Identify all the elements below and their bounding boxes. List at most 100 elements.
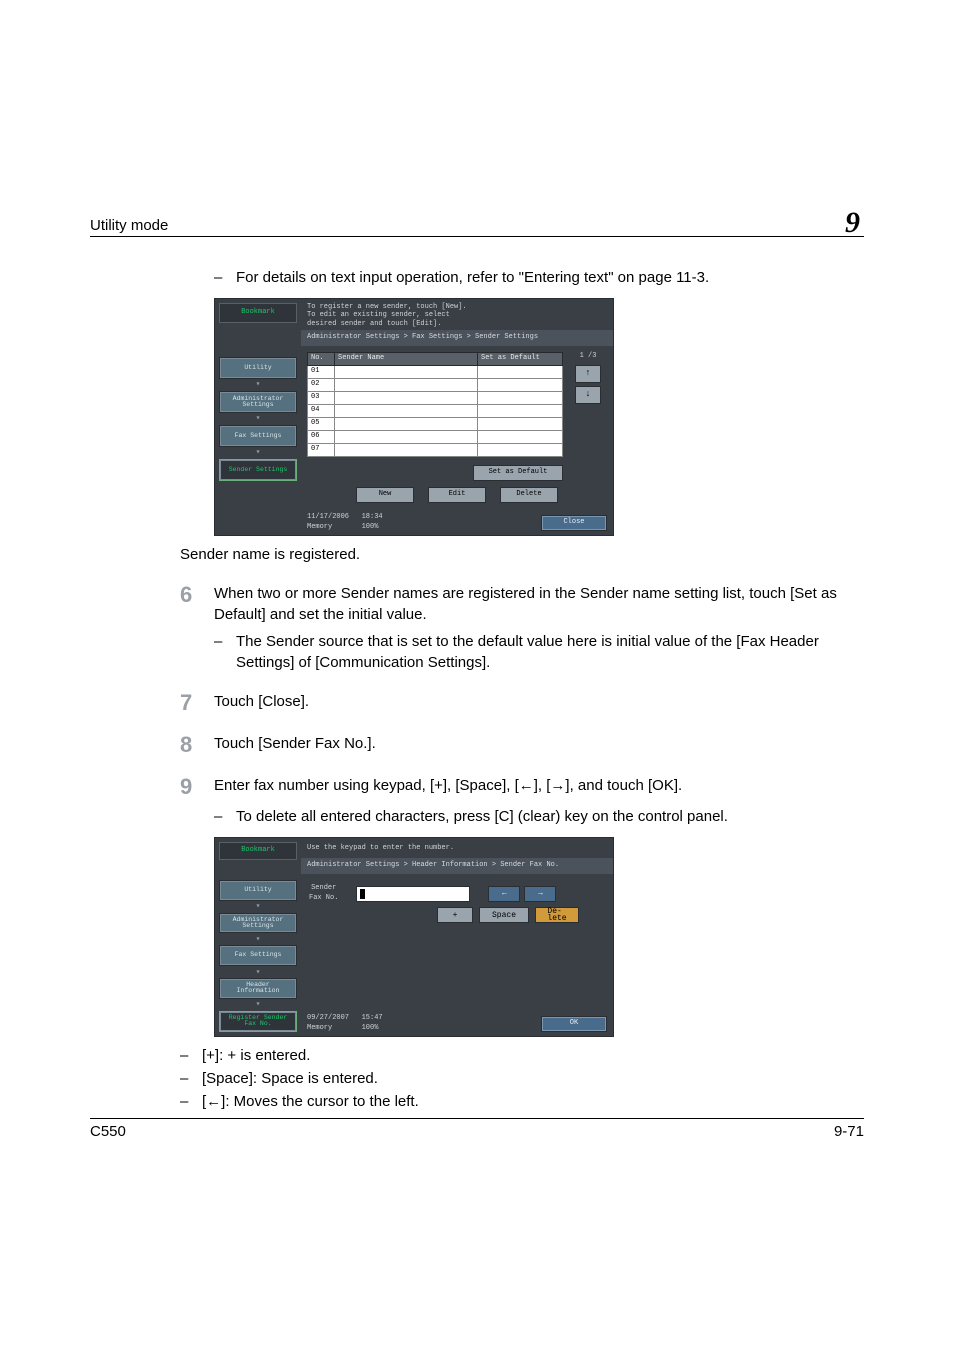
status-bar: 09/27/2007 15:47 Memory 100% OK	[301, 1011, 613, 1036]
nav-utility[interactable]: Utility	[219, 880, 297, 901]
step-text: Touch [Close].	[214, 691, 864, 715]
step-6-sub: – The Sender source that is set to the d…	[180, 631, 864, 673]
close-button[interactable]: Close	[541, 515, 607, 531]
bullet-dash: –	[214, 267, 236, 288]
breadcrumb: Administrator Settings > Fax Settings > …	[301, 330, 613, 346]
chevron-down-icon: ▾	[219, 968, 297, 976]
space-button[interactable]: Space	[479, 907, 529, 923]
intro-text: For details on text input operation, ref…	[236, 267, 864, 288]
cursor-right-button[interactable]: →	[524, 886, 556, 902]
col-name: Sender Name	[335, 352, 478, 365]
step-text: Enter fax number using keypad, [+], [Spa…	[214, 775, 864, 799]
bullet-dash: –	[180, 1068, 202, 1089]
page-down-button[interactable]: ↓	[575, 386, 601, 404]
cursor-left-button[interactable]: ←	[488, 886, 520, 902]
col-no: No.	[308, 352, 335, 365]
nav-sender-settings[interactable]: Sender Settings	[219, 459, 297, 481]
sender-settings-screenshot: Bookmark Utility ▾ Administrator Setting…	[214, 298, 614, 536]
bullet-dash: –	[214, 631, 236, 673]
step-6: 6 When two or more Sender names are regi…	[180, 583, 864, 625]
nav-utility[interactable]: Utility	[219, 357, 297, 379]
step-9: 9 Enter fax number using keypad, [+], [S…	[180, 775, 864, 799]
step-7: 7 Touch [Close].	[180, 691, 864, 715]
table-row[interactable]: 07	[308, 443, 563, 456]
step-8: 8 Touch [Sender Fax No.].	[180, 733, 864, 757]
ok-button[interactable]: OK	[541, 1016, 607, 1032]
table-row[interactable]: 06	[308, 430, 563, 443]
table-row[interactable]: 02	[308, 378, 563, 391]
step-text: Touch [Sender Fax No.].	[214, 733, 864, 757]
status-bar: 11/17/2006 18:34 Memory 100% Close	[301, 510, 613, 535]
breadcrumb: Administrator Settings > Header Informat…	[301, 858, 613, 874]
delete-button[interactable]: De- lete	[535, 907, 579, 923]
bullet-left: – [←]: Moves the cursor to the left.	[180, 1091, 864, 1112]
step-number: 6	[180, 583, 214, 625]
fax-label: Sender Fax No.	[309, 884, 338, 904]
bullet-text: The Sender source that is set to the def…	[236, 631, 864, 673]
spacer	[219, 866, 297, 873]
col-default: Set as Default	[478, 352, 563, 365]
registered-text: Sender name is registered.	[180, 544, 864, 565]
chevron-down-icon: ▾	[219, 903, 297, 911]
status-text: 11/17/2006 18:34 Memory 100%	[307, 513, 383, 533]
delete-button[interactable]: Delete	[500, 487, 558, 503]
bullet-dash: –	[180, 1045, 202, 1066]
left-nav: Bookmark Utility ▾ Administrator Setting…	[215, 299, 301, 535]
table-row[interactable]: 01	[308, 365, 563, 378]
text-caret	[360, 889, 365, 899]
nav-header-info[interactable]: Header Information	[219, 978, 297, 999]
bullet-dash: –	[214, 806, 236, 827]
footer-page: 9-71	[834, 1123, 864, 1140]
table-row[interactable]: 03	[308, 391, 563, 404]
bullet-dash: –	[180, 1091, 202, 1112]
table-row[interactable]: 05	[308, 417, 563, 430]
step-number: 7	[180, 691, 214, 715]
chevron-down-icon: ▾	[219, 381, 297, 389]
pager: 1 /3 ↑ ↓	[569, 352, 607, 457]
new-button[interactable]: New	[356, 487, 414, 503]
chevron-down-icon: ▾	[219, 415, 297, 423]
page-up-button[interactable]: ↑	[575, 365, 601, 383]
bullet-text: To delete all entered characters, press …	[236, 806, 864, 827]
chevron-down-icon: ▾	[219, 449, 297, 457]
status-text: 09/27/2007 15:47 Memory 100%	[307, 1014, 383, 1034]
left-nav: Bookmark Utility ▾ Administrator Setting…	[215, 838, 301, 1036]
nav-admin-settings[interactable]: Administrator Settings	[219, 913, 297, 934]
edit-button[interactable]: Edit	[428, 487, 486, 503]
chevron-down-icon: ▾	[219, 935, 297, 943]
plus-button[interactable]: +	[437, 907, 473, 923]
chapter-number: 9	[841, 206, 864, 240]
bookmark-button[interactable]: Bookmark	[219, 842, 297, 861]
nav-admin-settings[interactable]: Administrator Settings	[219, 391, 297, 413]
step-9-sub: – To delete all entered characters, pres…	[180, 806, 864, 827]
fax-row: Sender Fax No. ← →	[309, 884, 605, 904]
intro-bullet: – For details on text input operation, r…	[180, 267, 864, 288]
footer-model: C550	[90, 1123, 126, 1140]
right-body: Use the keypad to enter the number. Admi…	[301, 838, 613, 1036]
table-row[interactable]: 04	[308, 404, 563, 417]
step-number: 8	[180, 733, 214, 757]
hint-text: To register a new sender, touch [New]. T…	[301, 299, 613, 330]
content: – For details on text input operation, r…	[90, 267, 864, 1112]
set-default-button[interactable]: Set as Default	[473, 465, 563, 481]
fax-row2: + Space De- lete	[437, 907, 605, 923]
page-footer: C550 9-71	[90, 1118, 864, 1140]
bookmark-button[interactable]: Bookmark	[219, 303, 297, 323]
hint-text: Use the keypad to enter the number.	[301, 838, 613, 858]
nav-fax-settings[interactable]: Fax Settings	[219, 945, 297, 966]
main-area: No. Sender Name Set as Default 01 02 03	[301, 346, 613, 510]
right-body: To register a new sender, touch [New]. T…	[301, 299, 613, 535]
bullet-text: [+]: + is entered.	[202, 1045, 864, 1066]
sender-fax-no-screenshot: Bookmark Utility ▾ Administrator Setting…	[214, 837, 614, 1037]
fax-area: Sender Fax No. ← → + Space De- lete	[301, 874, 613, 1011]
fax-no-input[interactable]	[356, 886, 470, 902]
nav-fax-settings[interactable]: Fax Settings	[219, 425, 297, 447]
sender-table: No. Sender Name Set as Default 01 02 03	[307, 352, 563, 457]
section-title: Utility mode	[90, 217, 168, 234]
nav-register-sender-fax[interactable]: Register Sender Fax No.	[219, 1011, 297, 1032]
chevron-down-icon: ▾	[219, 1001, 297, 1009]
bullet-space: – [Space]: Space is entered.	[180, 1068, 864, 1089]
bullet-plus: – [+]: + is entered.	[180, 1045, 864, 1066]
step-number: 9	[180, 775, 214, 799]
page: Utility mode 9 – For details on text inp…	[0, 0, 954, 1350]
